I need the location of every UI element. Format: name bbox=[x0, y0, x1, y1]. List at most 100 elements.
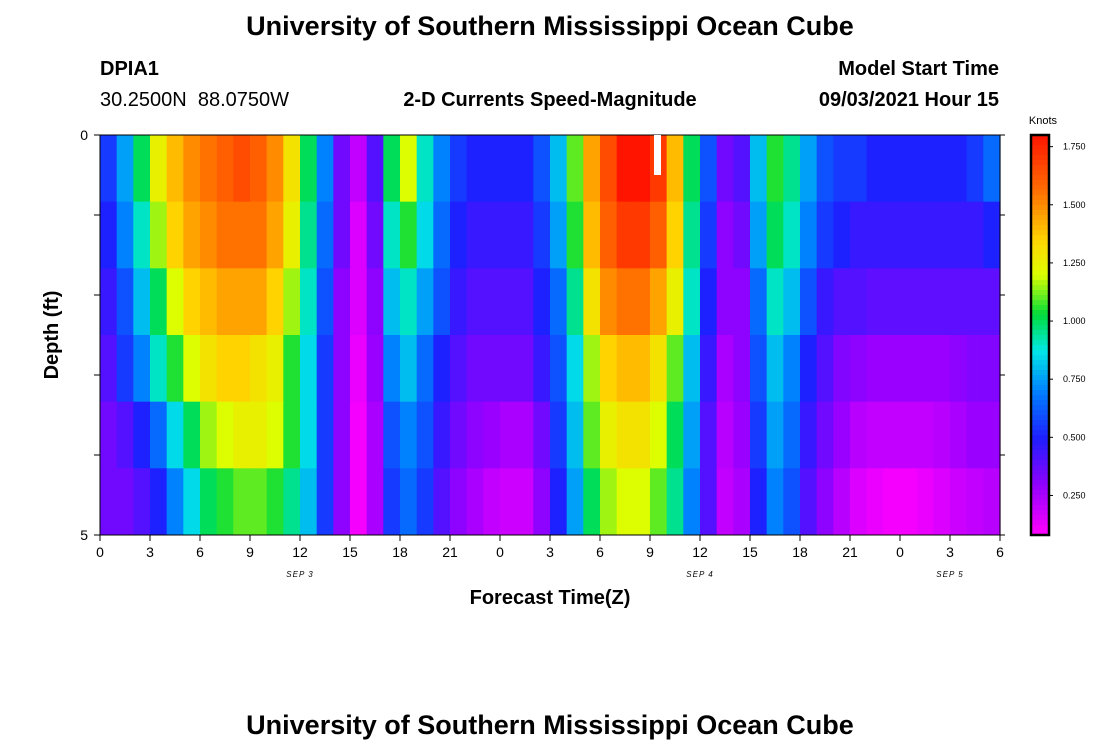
heatmap-cell bbox=[550, 201, 568, 269]
colorbar-swatch bbox=[1031, 410, 1049, 416]
heatmap-cell bbox=[966, 268, 984, 336]
heatmap-cell bbox=[233, 468, 251, 536]
colorbar-tick-label: 1.500 bbox=[1063, 200, 1086, 210]
heatmap-cell bbox=[166, 201, 184, 269]
heatmap-cell bbox=[533, 135, 551, 203]
heatmap-cell bbox=[766, 135, 784, 203]
heatmap-cell bbox=[100, 135, 118, 203]
heatmap-cell bbox=[216, 468, 234, 536]
heatmap-cell bbox=[316, 268, 334, 336]
heatmap-cell bbox=[433, 135, 451, 203]
heatmap-cell bbox=[866, 468, 884, 536]
heatmap-cell bbox=[250, 201, 268, 269]
heatmap-cell bbox=[266, 201, 284, 269]
heatmap-cell bbox=[666, 335, 684, 403]
colorbar-swatch bbox=[1031, 160, 1049, 166]
heatmap-cell bbox=[516, 468, 534, 536]
colorbar-swatch bbox=[1031, 300, 1049, 306]
colorbar-swatch bbox=[1031, 230, 1049, 236]
heatmap-cell bbox=[683, 468, 701, 536]
colorbar-tick-label: 0.500 bbox=[1063, 432, 1086, 442]
heatmap-cell bbox=[666, 468, 684, 536]
heatmap-cell bbox=[166, 268, 184, 336]
colorbar-swatch bbox=[1031, 350, 1049, 356]
heatmap-cell bbox=[516, 201, 534, 269]
heatmap-cell bbox=[183, 268, 201, 336]
heatmap-cell bbox=[200, 268, 218, 336]
heatmap-cell bbox=[700, 201, 718, 269]
heatmap-cell bbox=[150, 401, 168, 469]
heatmap-cell bbox=[133, 468, 151, 536]
heatmap-cell bbox=[566, 135, 584, 203]
heatmap-cell bbox=[800, 135, 818, 203]
colorbar-swatch bbox=[1031, 425, 1049, 431]
heatmap-cell bbox=[833, 335, 851, 403]
heatmap-cell bbox=[116, 335, 134, 403]
heatmap-cell bbox=[300, 135, 318, 203]
heatmap-cell bbox=[516, 401, 534, 469]
heatmap-cell bbox=[166, 335, 184, 403]
heatmap-cell bbox=[850, 268, 868, 336]
colorbar-swatch bbox=[1031, 195, 1049, 201]
heatmap-cell bbox=[816, 268, 834, 336]
heatmap-cell bbox=[883, 468, 901, 536]
heatmap-cell bbox=[783, 401, 801, 469]
heatmap-cell bbox=[583, 468, 601, 536]
colorbar-swatch bbox=[1031, 365, 1049, 371]
station-coords: 30.2500N 88.0750W bbox=[100, 89, 289, 111]
heatmap-cell bbox=[866, 135, 884, 203]
heatmap-cell bbox=[233, 401, 251, 469]
colorbar-swatch bbox=[1031, 460, 1049, 466]
colorbar-swatch bbox=[1031, 165, 1049, 171]
heatmap-cell bbox=[700, 268, 718, 336]
heatmap-cell bbox=[950, 201, 968, 269]
heatmap-cell bbox=[350, 135, 368, 203]
heatmap-cell bbox=[166, 401, 184, 469]
x-tick-label: 3 bbox=[146, 544, 154, 560]
colorbar-swatch bbox=[1031, 240, 1049, 246]
heatmap-cell bbox=[566, 201, 584, 269]
x-tick-label: 21 bbox=[442, 544, 458, 560]
heatmap-cell bbox=[716, 268, 734, 336]
heatmap-cell bbox=[733, 468, 751, 536]
x-tick-label: 3 bbox=[946, 544, 954, 560]
heatmap-cell bbox=[616, 335, 634, 403]
colorbar-swatch bbox=[1031, 190, 1049, 196]
heatmap-cell bbox=[316, 135, 334, 203]
heatmap-cell bbox=[366, 468, 384, 536]
heatmap-cell bbox=[750, 201, 768, 269]
x-tick-label: 18 bbox=[792, 544, 808, 560]
colorbar-swatch bbox=[1031, 450, 1049, 456]
heatmap-cell bbox=[200, 135, 218, 203]
heatmap-cell bbox=[183, 201, 201, 269]
heatmap-cell bbox=[783, 335, 801, 403]
heatmap-cell bbox=[666, 135, 684, 203]
heatmap-cell bbox=[250, 135, 268, 203]
colorbar-swatch bbox=[1031, 270, 1049, 276]
heatmap-cell bbox=[166, 468, 184, 536]
heatmap-cell bbox=[400, 335, 418, 403]
heatmap-cell bbox=[683, 401, 701, 469]
heatmap-cell bbox=[550, 135, 568, 203]
heatmap-cell bbox=[500, 135, 518, 203]
heatmap-cell bbox=[616, 268, 634, 336]
colorbar-swatch bbox=[1031, 180, 1049, 186]
heatmap-cell bbox=[316, 201, 334, 269]
colorbar-swatch bbox=[1031, 435, 1049, 441]
heatmap-cell bbox=[433, 268, 451, 336]
colorbar-swatch bbox=[1031, 385, 1049, 391]
heatmap-cell bbox=[766, 401, 784, 469]
heatmap-cell bbox=[783, 135, 801, 203]
heatmap-cell bbox=[133, 135, 151, 203]
heatmap-cell bbox=[716, 401, 734, 469]
heatmap-cell bbox=[500, 201, 518, 269]
heatmap-cell bbox=[250, 468, 268, 536]
date-label: SEP 4 bbox=[686, 570, 713, 579]
heatmap-cell bbox=[350, 268, 368, 336]
heatmap-cell bbox=[500, 468, 518, 536]
heatmap-cell bbox=[333, 268, 351, 336]
heatmap-cell bbox=[633, 268, 651, 336]
heatmap-cell bbox=[450, 268, 468, 336]
heatmap-cell bbox=[100, 401, 118, 469]
colorbar-swatch bbox=[1031, 400, 1049, 406]
